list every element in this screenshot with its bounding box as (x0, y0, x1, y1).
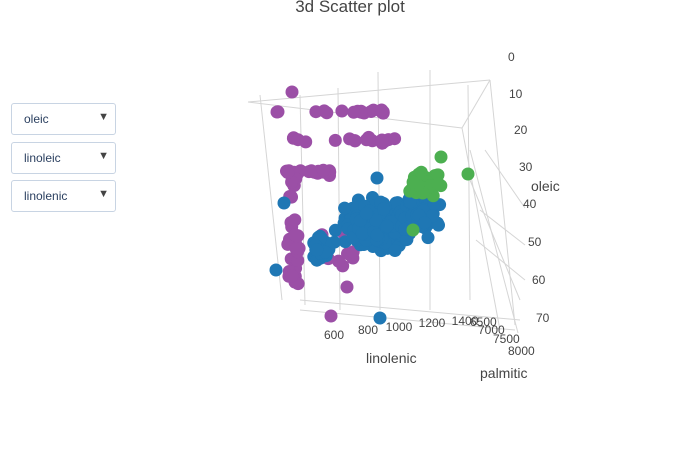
data-point[interactable] (461, 167, 475, 181)
data-point[interactable] (285, 85, 299, 99)
axis-title-linolenic: linolenic (366, 350, 417, 366)
data-point[interactable] (335, 104, 349, 118)
data-point[interactable] (388, 132, 402, 146)
grid-line (469, 149, 519, 334)
tick-label: 70 (536, 311, 550, 325)
dropdown-label: oleic (24, 112, 49, 126)
tick-label: 600 (324, 328, 344, 342)
tick-label: 1200 (419, 316, 446, 330)
data-point[interactable] (388, 244, 402, 257)
tick-label: 0 (508, 50, 515, 64)
data-point[interactable] (375, 133, 389, 147)
tick-label: 20 (514, 123, 528, 137)
tick-label: 8000 (508, 344, 535, 358)
data-point[interactable] (338, 201, 352, 215)
data-point[interactable] (406, 175, 420, 189)
data-point[interactable] (377, 202, 391, 216)
tick-label: 50 (528, 235, 542, 249)
data-point[interactable] (355, 227, 369, 241)
data-point[interactable] (403, 195, 417, 209)
grid-line (489, 79, 516, 326)
grid-line (479, 209, 526, 246)
dropdown-linoleic[interactable]: linoleic ▼ (11, 142, 116, 174)
data-point[interactable] (370, 171, 384, 185)
chevron-down-icon: ▼ (98, 111, 109, 123)
grid-line (475, 239, 526, 281)
data-point[interactable] (360, 133, 373, 147)
tick-label: 1000 (386, 320, 413, 334)
axis-title-palmitic: palmitic (480, 365, 527, 381)
data-point[interactable] (373, 311, 387, 325)
tick-label: 7000 (478, 323, 505, 337)
data-point[interactable] (309, 105, 323, 119)
grid-line (469, 179, 521, 301)
data-point[interactable] (328, 133, 342, 147)
grid-line (484, 149, 526, 209)
data-point[interactable] (299, 135, 313, 149)
data-point[interactable] (400, 233, 414, 246)
data-points[interactable] (269, 85, 475, 325)
tick-labels: 0 10 20 30 40 50 60 70 600 800 1000 1200 14006500700… (324, 50, 550, 358)
data-point[interactable] (347, 105, 361, 119)
data-point[interactable] (269, 263, 283, 277)
grid-line (461, 127, 501, 331)
tick-label: 6500 (470, 315, 497, 329)
data-point[interactable] (277, 196, 291, 210)
data-point[interactable] (288, 228, 302, 242)
data-point[interactable] (285, 269, 299, 283)
chart-title: 3d Scatter plot (295, 0, 405, 16)
data-point[interactable] (289, 242, 303, 255)
data-point[interactable] (332, 254, 345, 268)
tick-label: 60 (532, 273, 546, 287)
data-point[interactable] (434, 150, 448, 164)
grid-line (299, 299, 521, 321)
grid-line (247, 79, 491, 103)
chevron-down-icon: ▼ (98, 188, 109, 200)
grid-lines (247, 70, 526, 334)
data-point[interactable] (369, 213, 383, 227)
dropdown-oleic[interactable]: oleic ▼ (11, 103, 116, 135)
data-point[interactable] (431, 177, 445, 191)
data-point[interactable] (421, 231, 435, 245)
data-point[interactable] (310, 243, 324, 257)
tick-label: 1400 (452, 314, 479, 328)
data-point[interactable] (316, 163, 330, 177)
data-point[interactable] (270, 105, 284, 119)
dropdown-label: linoleic (24, 151, 61, 165)
tick-label: 7500 (493, 332, 520, 346)
data-point[interactable] (370, 228, 384, 242)
data-point[interactable] (406, 223, 420, 237)
data-point[interactable] (418, 216, 432, 230)
data-point[interactable] (324, 309, 338, 323)
dropdown-label: linolenic (24, 189, 68, 203)
tick-label: 40 (523, 197, 537, 211)
tick-label: 800 (358, 323, 378, 337)
data-point[interactable] (380, 219, 394, 233)
tick-label: 10 (509, 87, 523, 101)
axis-title-oleic: oleic (531, 178, 560, 194)
data-point[interactable] (281, 166, 295, 179)
grid-line (467, 84, 471, 301)
data-point[interactable] (375, 103, 389, 117)
data-point[interactable] (359, 206, 373, 220)
grid-line (461, 79, 491, 129)
grid-line (337, 87, 341, 311)
grid-line (299, 94, 306, 306)
chevron-down-icon: ▼ (98, 150, 109, 162)
data-point[interactable] (348, 134, 362, 148)
data-point[interactable] (288, 213, 302, 227)
tick-label: 30 (519, 160, 533, 174)
data-point[interactable] (328, 223, 342, 237)
data-point[interactable] (340, 280, 354, 294)
dropdown-linolenic[interactable]: linolenic ▼ (11, 180, 116, 212)
